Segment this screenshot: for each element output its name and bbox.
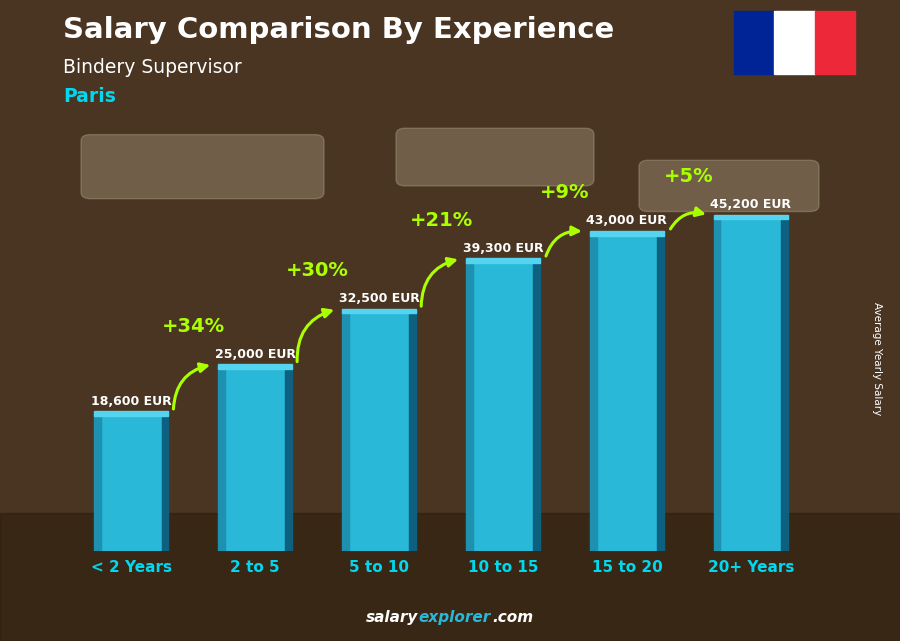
FancyBboxPatch shape [81, 135, 324, 199]
Bar [410, 311, 416, 551]
Bar [161, 413, 168, 551]
Bar [94, 413, 101, 551]
Text: 32,500 EUR: 32,500 EUR [338, 292, 419, 305]
Text: .com: .com [492, 610, 534, 625]
Bar [714, 215, 788, 219]
Bar [734, 11, 774, 74]
Bar [590, 233, 597, 551]
Text: 39,300 EUR: 39,300 EUR [463, 242, 544, 255]
Text: +30%: +30% [285, 261, 348, 280]
Text: +5%: +5% [664, 167, 714, 186]
Text: 18,600 EUR: 18,600 EUR [91, 395, 172, 408]
Text: +9%: +9% [540, 183, 590, 203]
FancyBboxPatch shape [396, 128, 594, 186]
Bar [466, 261, 472, 551]
Text: 45,200 EUR: 45,200 EUR [710, 198, 791, 211]
Bar [94, 412, 168, 416]
Bar [472, 261, 534, 551]
Text: Paris: Paris [63, 87, 116, 106]
Bar [534, 261, 540, 551]
Bar [342, 311, 348, 551]
Bar [597, 233, 657, 551]
FancyBboxPatch shape [639, 160, 819, 212]
Bar [342, 308, 416, 313]
Bar [590, 231, 664, 235]
Text: +21%: +21% [410, 211, 472, 230]
Bar [657, 233, 664, 551]
Text: Salary Comparison By Experience: Salary Comparison By Experience [63, 16, 614, 44]
Text: 25,000 EUR: 25,000 EUR [214, 347, 295, 361]
Bar [781, 217, 788, 551]
Text: +34%: +34% [162, 317, 225, 336]
Text: 43,000 EUR: 43,000 EUR [587, 215, 667, 228]
Bar [218, 367, 225, 551]
Text: explorer: explorer [418, 610, 490, 625]
Text: salary: salary [366, 610, 418, 625]
Text: Average Yearly Salary: Average Yearly Salary [872, 303, 883, 415]
Bar [348, 311, 410, 551]
Bar [721, 217, 781, 551]
Bar [466, 258, 540, 263]
Bar [814, 11, 855, 74]
Bar [101, 413, 161, 551]
Bar [774, 11, 814, 74]
Bar [285, 367, 292, 551]
Bar [218, 364, 292, 369]
Text: Bindery Supervisor: Bindery Supervisor [63, 58, 242, 77]
Bar [225, 367, 285, 551]
Bar [714, 217, 721, 551]
